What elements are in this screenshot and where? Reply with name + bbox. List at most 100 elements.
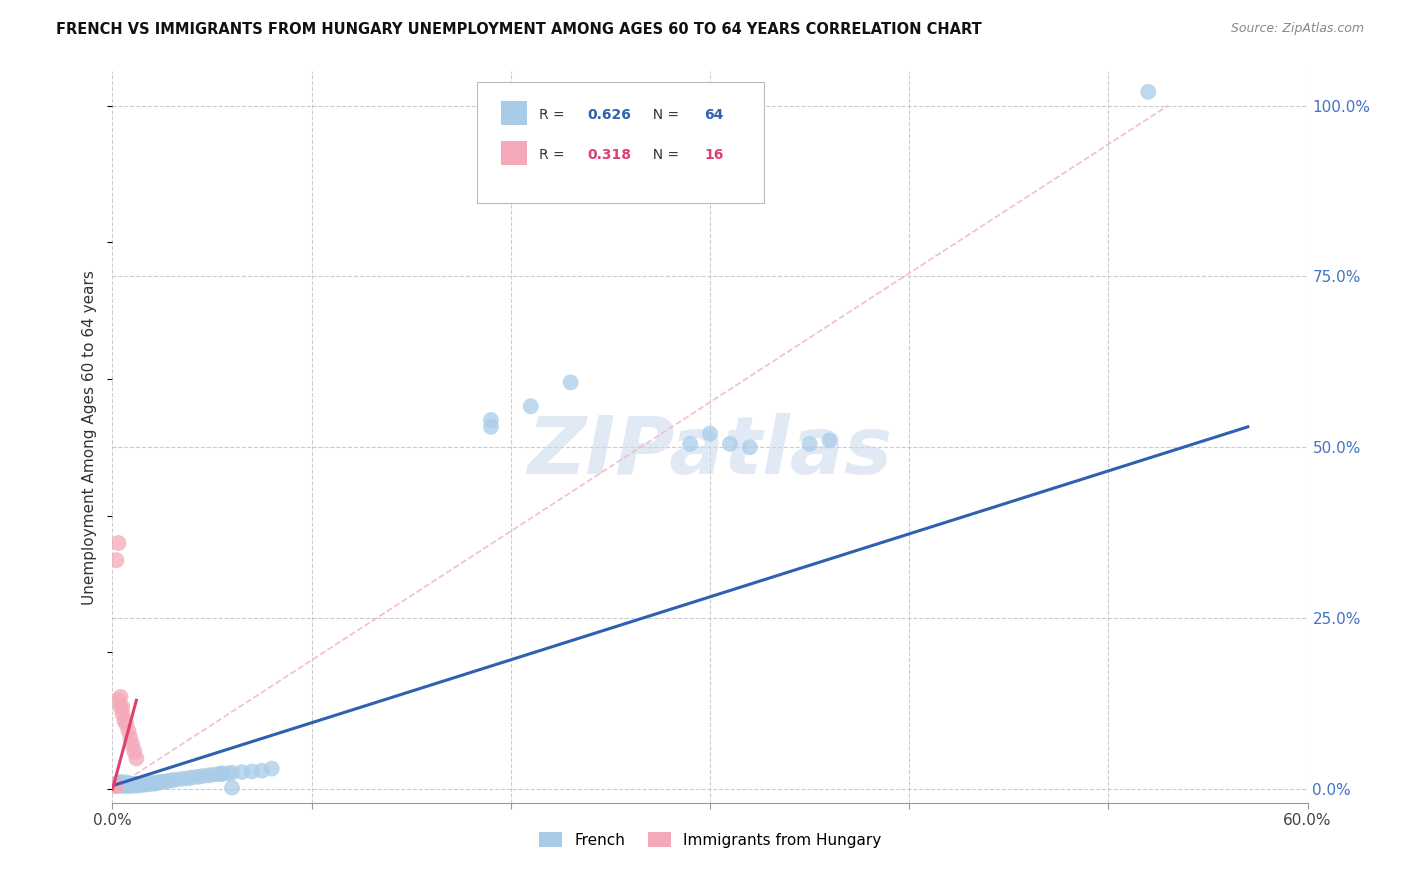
Point [150, 774, 173, 789]
Point [148, 775, 170, 789]
Point [111, 706, 134, 721]
Point [145, 776, 167, 790]
Point [143, 777, 166, 791]
Point [103, 779, 125, 793]
Point [120, 731, 142, 745]
Point [134, 777, 156, 791]
Bar [501, 141, 527, 165]
Point [111, 777, 134, 791]
Point [217, 766, 239, 780]
Text: R =: R = [538, 108, 569, 122]
Point [117, 777, 139, 791]
Point [110, 775, 132, 789]
Point [115, 775, 138, 789]
Point [124, 745, 146, 759]
Point [139, 777, 162, 791]
Point [260, 762, 283, 776]
Point [110, 700, 132, 714]
Point [117, 779, 139, 793]
Point [111, 700, 134, 714]
Text: 0.626: 0.626 [586, 108, 631, 122]
Point [221, 765, 243, 780]
Point [124, 778, 146, 792]
Point [107, 693, 129, 707]
Point [165, 772, 187, 787]
Point [135, 777, 157, 791]
Point [211, 766, 233, 780]
Point [115, 779, 138, 793]
FancyBboxPatch shape [477, 82, 763, 203]
Point [110, 690, 132, 704]
Point [799, 437, 821, 451]
Point [125, 777, 148, 791]
Point [138, 777, 160, 791]
Text: N =: N = [644, 148, 683, 162]
Point [127, 778, 149, 792]
Point [131, 778, 153, 792]
Point [1137, 85, 1160, 99]
Legend: French, Immigrants from Hungary: French, Immigrants from Hungary [533, 825, 887, 854]
Point [107, 779, 129, 793]
Point [181, 771, 204, 785]
Point [197, 768, 219, 782]
Point [115, 717, 138, 731]
Point [207, 767, 229, 781]
Point [105, 553, 128, 567]
Point [103, 779, 125, 793]
Point [679, 437, 702, 451]
Y-axis label: Unemployment Among Ages 60 to 64 years: Unemployment Among Ages 60 to 64 years [82, 269, 97, 605]
Point [479, 420, 502, 434]
Text: ZIPatlas: ZIPatlas [527, 413, 893, 491]
Point [125, 779, 148, 793]
Point [240, 764, 263, 779]
Point [162, 773, 183, 788]
Point [121, 777, 143, 791]
Point [107, 775, 129, 789]
Point [111, 775, 134, 789]
Point [107, 536, 129, 550]
Point [107, 777, 129, 791]
Point [738, 440, 761, 454]
Point [115, 777, 138, 791]
Point [114, 714, 135, 728]
Point [221, 780, 243, 795]
Point [718, 437, 741, 451]
Point [120, 777, 142, 791]
Text: N =: N = [644, 108, 683, 122]
Point [479, 413, 502, 427]
Point [110, 779, 132, 793]
Point [172, 772, 194, 786]
Point [177, 771, 200, 785]
Text: 0.318: 0.318 [586, 148, 631, 162]
Text: 16: 16 [704, 148, 724, 162]
Point [250, 764, 273, 778]
Point [191, 769, 214, 783]
Text: FRENCH VS IMMIGRANTS FROM HUNGARY UNEMPLOYMENT AMONG AGES 60 TO 64 YEARS CORRELA: FRENCH VS IMMIGRANTS FROM HUNGARY UNEMPL… [56, 22, 981, 37]
Point [155, 774, 177, 789]
Point [117, 724, 139, 739]
Point [129, 777, 152, 791]
Point [105, 779, 128, 793]
Point [699, 426, 721, 441]
Point [818, 434, 841, 448]
Point [111, 779, 134, 793]
Point [114, 779, 135, 793]
Bar [501, 101, 527, 125]
Point [201, 768, 224, 782]
Point [120, 779, 142, 793]
Point [121, 738, 143, 752]
Point [105, 779, 128, 793]
Point [105, 777, 128, 791]
Point [560, 376, 582, 390]
Text: 64: 64 [704, 108, 724, 122]
Point [149, 775, 172, 789]
Point [187, 770, 209, 784]
Point [520, 400, 543, 414]
Text: R =: R = [538, 148, 569, 162]
Point [125, 751, 148, 765]
Point [157, 773, 180, 788]
Point [110, 777, 132, 791]
Point [121, 779, 143, 793]
Point [141, 776, 163, 790]
Point [231, 765, 253, 780]
